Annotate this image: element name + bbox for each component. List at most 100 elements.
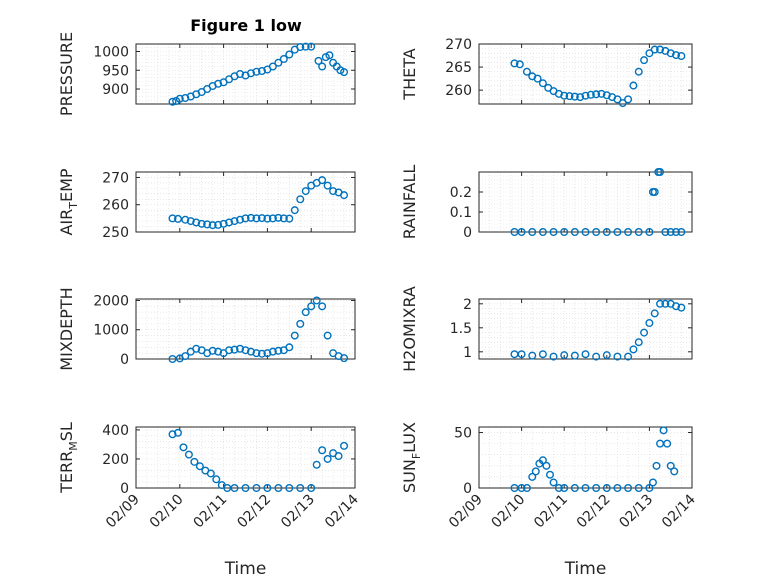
data-point [549, 478, 558, 487]
data-point [666, 49, 675, 58]
data-point [656, 299, 665, 308]
series-points [510, 45, 686, 108]
data-point [208, 221, 217, 230]
data-point [618, 99, 627, 108]
grid [478, 171, 693, 233]
data-point [214, 347, 223, 356]
axes-box [135, 171, 356, 233]
data-point [672, 302, 681, 311]
panel-air-temp: 250 260 270 AIRTEMP [57, 168, 356, 241]
data-point [648, 478, 657, 487]
data-point [663, 439, 672, 448]
panel-theta: 260 265 270 THETA [400, 37, 693, 108]
panel-sun-flux: 0 50 SUNFLUX 02/09 02/10 02/11 02/12 02/13 02/14… [400, 422, 699, 579]
data-point [181, 352, 190, 361]
data-point [634, 67, 643, 76]
data-point [285, 484, 294, 493]
data-point [175, 94, 184, 103]
data-point [307, 302, 316, 311]
data-point [586, 90, 595, 99]
x-tick-label: 02/11 [531, 492, 571, 532]
data-point [285, 50, 294, 59]
data-point [246, 69, 255, 78]
series-points [168, 42, 349, 106]
series-points [510, 426, 679, 493]
data-point [323, 331, 332, 340]
data-point [252, 484, 261, 493]
data-point [208, 346, 217, 355]
data-point [549, 352, 558, 361]
data-point [570, 227, 579, 236]
data-point [168, 214, 177, 223]
series-points [510, 299, 686, 361]
data-point [236, 344, 245, 353]
figure-title: Figure 1 low [190, 16, 302, 35]
series-points [168, 428, 349, 493]
data-point [225, 346, 234, 355]
data-point [645, 227, 654, 236]
data-point [279, 55, 288, 64]
data-point [246, 347, 255, 356]
data-point [581, 350, 590, 359]
data-point [531, 467, 540, 476]
data-point [263, 214, 272, 223]
y-axis-label: MIXDEPTH [57, 287, 76, 370]
data-point [241, 346, 250, 355]
data-point [192, 344, 201, 353]
x-tick-label: 02/09 [103, 492, 143, 532]
series-points [168, 296, 349, 364]
data-point [274, 213, 283, 222]
data-point [560, 227, 569, 236]
y-tick-label: 50 [454, 426, 472, 442]
data-point [554, 484, 563, 493]
y-tick-label: 2000 [93, 293, 129, 309]
data-point [168, 355, 177, 364]
data-point [602, 484, 611, 493]
data-point [190, 457, 199, 466]
data-point [656, 167, 665, 176]
data-point [517, 484, 526, 493]
y-tick-label: 260 [445, 83, 472, 99]
y-tick-label: 270 [445, 37, 472, 53]
data-point [246, 213, 255, 222]
data-point [314, 56, 323, 65]
axes-box [135, 426, 356, 489]
data-point [538, 350, 547, 359]
y-axis-label: TERRMSL [57, 422, 80, 494]
data-point [546, 470, 555, 479]
y-tick-label: 1.5 [450, 321, 472, 337]
data-point [510, 59, 519, 68]
data-point [510, 350, 519, 359]
data-point [323, 454, 332, 463]
data-point [522, 67, 531, 76]
data-point [173, 428, 182, 437]
data-point [179, 443, 188, 452]
data-point [312, 460, 321, 469]
grid [135, 299, 356, 360]
y-axis-label: SUNFLUX [400, 422, 423, 493]
data-point [274, 484, 283, 493]
x-tick-label: 02/14 [659, 491, 699, 531]
data-point [274, 58, 283, 67]
data-point [554, 89, 563, 98]
data-point [257, 349, 266, 358]
data-point [219, 219, 228, 228]
data-point [538, 79, 547, 88]
data-point [565, 92, 574, 101]
data-point [613, 227, 622, 236]
x-axis-label: Time [224, 559, 267, 579]
data-point [268, 347, 277, 356]
data-point [528, 227, 537, 236]
series-points [510, 167, 686, 236]
data-point [645, 49, 654, 58]
data-point [666, 227, 675, 236]
data-point [257, 214, 266, 223]
x-tick-label: 02/10 [147, 492, 187, 532]
data-point [549, 227, 558, 236]
x-tick-label: 02/10 [489, 492, 529, 532]
data-point [241, 484, 250, 493]
y-tick-label: 260 [102, 198, 129, 214]
data-point [252, 214, 261, 223]
data-point [629, 345, 638, 354]
y-axis-label: THETA [400, 48, 419, 100]
